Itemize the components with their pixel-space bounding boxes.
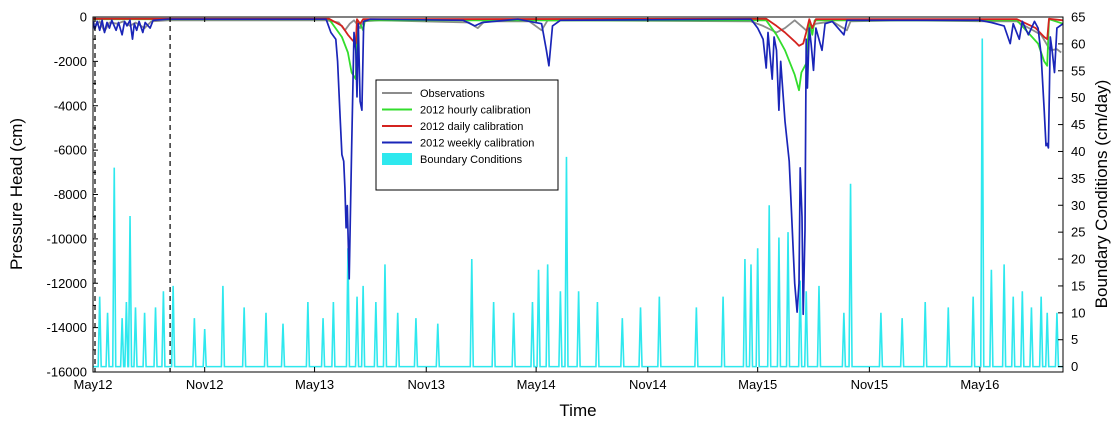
legend-swatch bbox=[382, 153, 412, 165]
y2-tick-label: 60 bbox=[1071, 36, 1085, 51]
legend-entry-label: Boundary Conditions bbox=[420, 154, 523, 166]
x-tick-label: Nov13 bbox=[407, 377, 445, 392]
y2-tick-label: 0 bbox=[1071, 359, 1078, 374]
y-tick-label: -12000 bbox=[47, 276, 87, 291]
y2-tick-label: 25 bbox=[1071, 225, 1085, 240]
legend: Observations 2012 hourly calibration 2012 … bbox=[375, 79, 559, 191]
x-tick-label: Nov12 bbox=[186, 377, 224, 392]
y-tick-label: -16000 bbox=[47, 365, 87, 380]
legend-entry-label: 2012 daily calibration bbox=[420, 121, 523, 133]
series-2012-daily-calibration bbox=[93, 17, 1063, 47]
legend-entry-label: 2012 weekly calibration bbox=[420, 138, 534, 150]
series-observations bbox=[93, 19, 1062, 54]
y-tick-label: -14000 bbox=[47, 320, 87, 335]
y-tick-label: -10000 bbox=[47, 231, 87, 246]
x-axis-title: Time bbox=[559, 401, 596, 420]
y2-tick-label: 65 bbox=[1071, 10, 1085, 25]
series-boundary-conditions bbox=[93, 38, 1063, 368]
x-tick-label: May12 bbox=[73, 377, 112, 392]
x-tick-label: May15 bbox=[738, 377, 777, 392]
y2-tick-label: 30 bbox=[1071, 198, 1085, 213]
y2-axis-title: Boundary Conditions (cm/day) bbox=[1092, 80, 1111, 309]
series-2012-weekly-calibration bbox=[93, 18, 1063, 316]
y2-tick-label: 15 bbox=[1071, 278, 1085, 293]
y2-tick-label: 35 bbox=[1071, 171, 1085, 186]
y2-tick-label: 10 bbox=[1071, 305, 1085, 320]
x-tick-label: Nov15 bbox=[851, 377, 889, 392]
y-tick-label: 0 bbox=[80, 10, 87, 25]
x-tick-label: May14 bbox=[517, 377, 556, 392]
series-layer bbox=[93, 17, 1063, 368]
legend-box bbox=[375, 79, 559, 191]
y-tick-label: -8000 bbox=[54, 187, 87, 202]
y2-tick-label: 50 bbox=[1071, 90, 1085, 105]
y2-tick-label: 5 bbox=[1071, 332, 1078, 347]
legend-entry-label: Observations bbox=[420, 88, 485, 100]
x-tick-label: May16 bbox=[960, 377, 999, 392]
legend-entry-label: 2012 hourly calibration bbox=[420, 105, 531, 117]
y2-tick-label: 55 bbox=[1071, 63, 1085, 78]
y-axis-title: Pressure Head (cm) bbox=[7, 118, 26, 270]
x-tick-label: Nov14 bbox=[629, 377, 667, 392]
y2-tick-label: 20 bbox=[1071, 252, 1085, 267]
series-2012-hourly-calibration bbox=[93, 18, 1063, 92]
y2-tick-label: 40 bbox=[1071, 144, 1085, 159]
y-tick-label: -4000 bbox=[54, 98, 87, 113]
axes-layer: 0 -2000 -4000 -6000 -8000 -10000 -12000 -14000 -… bbox=[47, 10, 1086, 393]
y2-tick-label: 45 bbox=[1071, 117, 1085, 132]
x-tick-label: May13 bbox=[295, 377, 334, 392]
y-tick-label: -2000 bbox=[54, 54, 87, 69]
y-tick-label: -6000 bbox=[54, 143, 87, 158]
